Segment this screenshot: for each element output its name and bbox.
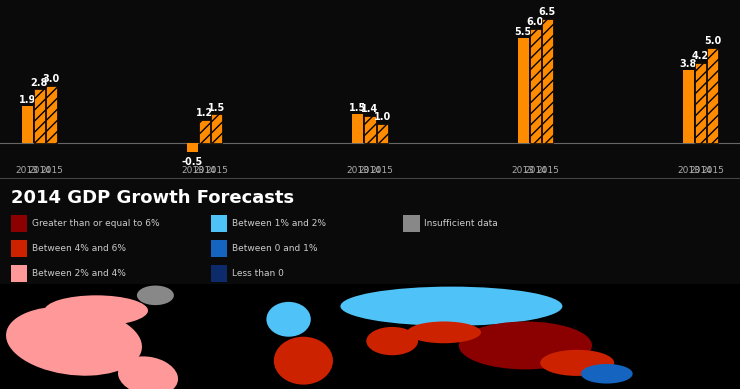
Ellipse shape [459,321,592,370]
Bar [11,265,27,282]
Bar [199,120,210,143]
Bar [211,216,227,232]
Text: 1.5: 1.5 [349,103,366,112]
Text: 2015: 2015 [371,166,394,175]
Ellipse shape [6,307,142,376]
Bar [212,114,222,143]
Text: Between 0 and 1%: Between 0 and 1% [232,244,317,253]
Text: 2013: 2013 [677,166,700,175]
Bar [365,116,375,143]
Ellipse shape [366,327,418,355]
Text: 2013: 2013 [16,166,38,175]
Text: 2013: 2013 [181,166,204,175]
Bar [34,89,45,143]
Bar [695,63,706,143]
Bar [211,265,227,282]
Text: 3.0: 3.0 [43,74,60,84]
Ellipse shape [137,286,174,305]
Ellipse shape [44,295,148,326]
Ellipse shape [407,321,481,343]
Text: 4.2: 4.2 [692,51,709,61]
Text: -0.5: -0.5 [182,158,204,168]
Bar [46,86,57,143]
Text: 3.8: 3.8 [680,59,697,69]
Bar [403,216,420,232]
Text: 2013: 2013 [512,166,534,175]
Ellipse shape [118,356,178,389]
Bar [707,47,719,143]
Bar [530,28,541,143]
Ellipse shape [340,287,562,326]
Text: 1.4: 1.4 [361,105,379,114]
Text: Insufficient data: Insufficient data [424,219,498,228]
Text: 2014: 2014 [193,166,216,175]
Text: Less than 0: Less than 0 [232,269,283,278]
Text: 2014: 2014 [524,166,547,175]
Text: 1.0: 1.0 [374,112,391,122]
Bar [542,19,553,143]
Text: 5.5: 5.5 [514,26,532,37]
Bar [518,38,528,143]
Bar [352,114,363,143]
Bar [21,107,33,143]
Ellipse shape [266,302,311,337]
Text: 2.8: 2.8 [30,78,48,88]
Ellipse shape [274,337,333,385]
Bar [377,124,388,143]
Text: 2015: 2015 [702,166,724,175]
Bar [11,240,27,257]
Text: 2015: 2015 [40,166,63,175]
Bar [211,240,227,257]
Text: Greater than or equal to 6%: Greater than or equal to 6% [32,219,159,228]
Text: 2014: 2014 [28,166,51,175]
Text: 2015: 2015 [536,166,559,175]
Text: 2015: 2015 [206,166,228,175]
Bar [683,70,694,143]
Ellipse shape [540,350,614,376]
Text: 5.0: 5.0 [704,36,722,46]
Bar [0,284,740,389]
Text: 2014: 2014 [359,166,381,175]
Text: Between 2% and 4%: Between 2% and 4% [32,269,126,278]
Text: Between 4% and 6%: Between 4% and 6% [32,244,126,253]
Text: Between 1% and 2%: Between 1% and 2% [232,219,326,228]
Text: 6.0: 6.0 [527,17,544,27]
Text: 2013: 2013 [346,166,369,175]
Text: 1.5: 1.5 [208,103,226,112]
Text: 6.5: 6.5 [539,7,556,18]
Bar [11,216,27,232]
Text: 1.9: 1.9 [18,95,36,105]
Ellipse shape [581,364,633,384]
Bar [187,143,198,152]
Text: 2014: 2014 [689,166,712,175]
Text: 2014 GDP Growth Forecasts: 2014 GDP Growth Forecasts [11,189,295,207]
Text: 1.2: 1.2 [196,108,213,118]
